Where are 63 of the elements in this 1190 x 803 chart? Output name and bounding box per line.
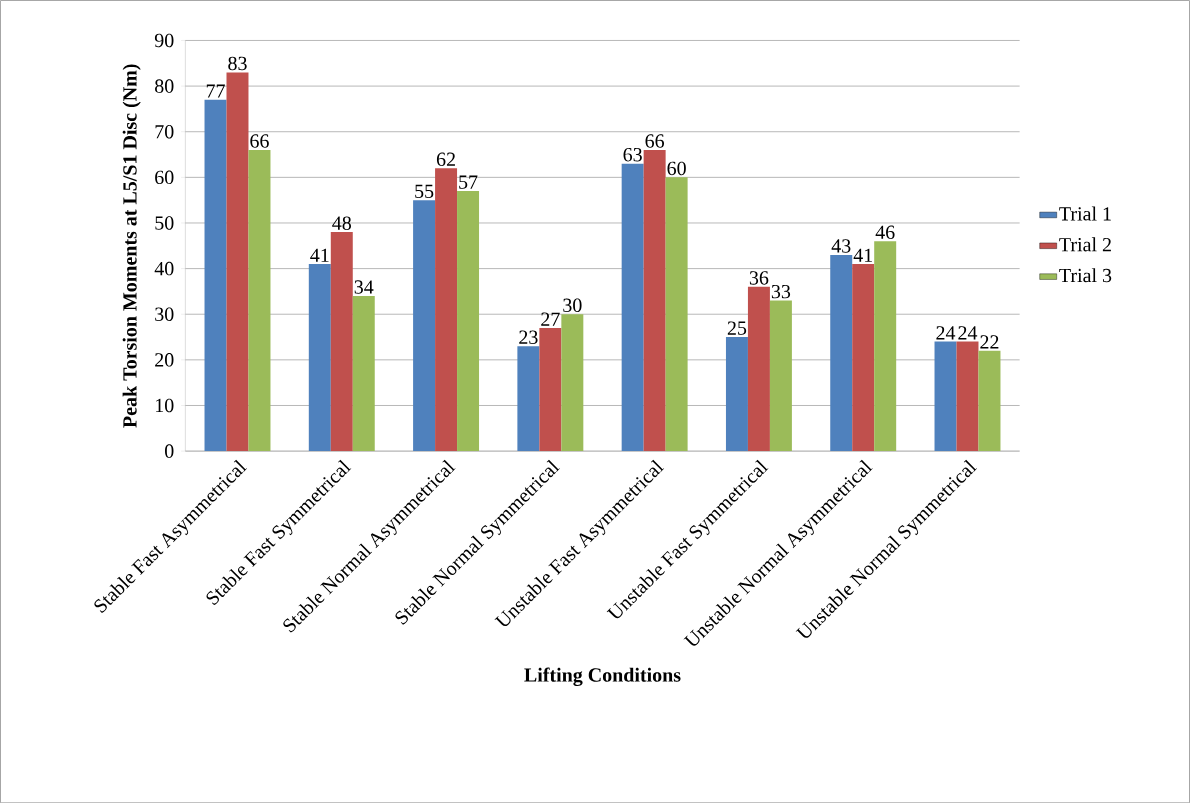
bar bbox=[934, 341, 957, 451]
data-label: 60 bbox=[667, 161, 686, 175]
data-label: 41 bbox=[310, 248, 329, 262]
y-tick-label: 0 bbox=[165, 444, 174, 458]
data-label: 24 bbox=[936, 326, 956, 340]
data-label: 57 bbox=[459, 175, 478, 189]
data-label: 30 bbox=[563, 298, 582, 312]
bar bbox=[226, 72, 249, 451]
bar bbox=[248, 149, 271, 451]
bar bbox=[643, 149, 666, 451]
data-label: 24 bbox=[958, 326, 978, 340]
bar bbox=[457, 190, 480, 451]
data-label: 62 bbox=[436, 152, 455, 166]
data-label: 55 bbox=[415, 184, 434, 198]
bar bbox=[539, 327, 562, 451]
bar bbox=[830, 254, 853, 451]
bar bbox=[352, 295, 375, 451]
bar bbox=[769, 300, 792, 451]
data-label: 66 bbox=[250, 134, 269, 148]
y-tick-label: 50 bbox=[155, 216, 174, 230]
bar bbox=[413, 200, 436, 451]
bar bbox=[956, 341, 979, 451]
bar bbox=[978, 350, 1001, 451]
legend-label: Trial 1 bbox=[1059, 206, 1111, 221]
data-label: 23 bbox=[519, 330, 538, 344]
bar bbox=[330, 231, 353, 451]
data-label: 27 bbox=[541, 312, 560, 326]
data-label: 46 bbox=[875, 225, 895, 239]
data-label: 77 bbox=[206, 84, 225, 98]
y-tick-label: 90 bbox=[154, 33, 174, 48]
legend-label: Trial 2 bbox=[1059, 237, 1111, 252]
bar bbox=[561, 314, 584, 451]
y-axis-title: Peak Torsion Moments at L5/S1 Disc (Nm) bbox=[122, 64, 141, 428]
data-label: 34 bbox=[354, 280, 374, 294]
y-tick-label: 30 bbox=[155, 307, 174, 321]
bar bbox=[517, 346, 540, 451]
y-tick-label: 80 bbox=[155, 79, 174, 93]
data-label: 22 bbox=[980, 335, 999, 349]
bar bbox=[665, 177, 688, 451]
data-label: 66 bbox=[645, 134, 665, 148]
x-axis-title: Lifting Conditions bbox=[524, 667, 681, 686]
y-tick-label: 70 bbox=[155, 124, 174, 139]
bar bbox=[874, 241, 897, 451]
y-tick-label: 20 bbox=[155, 352, 174, 367]
bar bbox=[852, 263, 875, 451]
y-tick-label: 60 bbox=[155, 170, 174, 184]
y-tick-label: 40 bbox=[154, 261, 174, 276]
data-label: 83 bbox=[228, 56, 247, 71]
legend-label: Trial 3 bbox=[1059, 268, 1112, 283]
data-label: 36 bbox=[749, 271, 769, 285]
bar bbox=[621, 163, 644, 451]
y-tick-label: 10 bbox=[156, 398, 174, 413]
bar bbox=[725, 336, 748, 451]
bar bbox=[747, 286, 770, 451]
data-label: 48 bbox=[332, 216, 352, 230]
bar bbox=[308, 263, 331, 451]
bar bbox=[204, 99, 227, 451]
data-label: 63 bbox=[623, 147, 642, 162]
bar bbox=[435, 168, 458, 451]
data-label: 33 bbox=[771, 284, 791, 299]
data-label: 43 bbox=[831, 239, 851, 253]
data-label: 25 bbox=[727, 321, 747, 335]
data-label: 41 bbox=[853, 248, 872, 262]
